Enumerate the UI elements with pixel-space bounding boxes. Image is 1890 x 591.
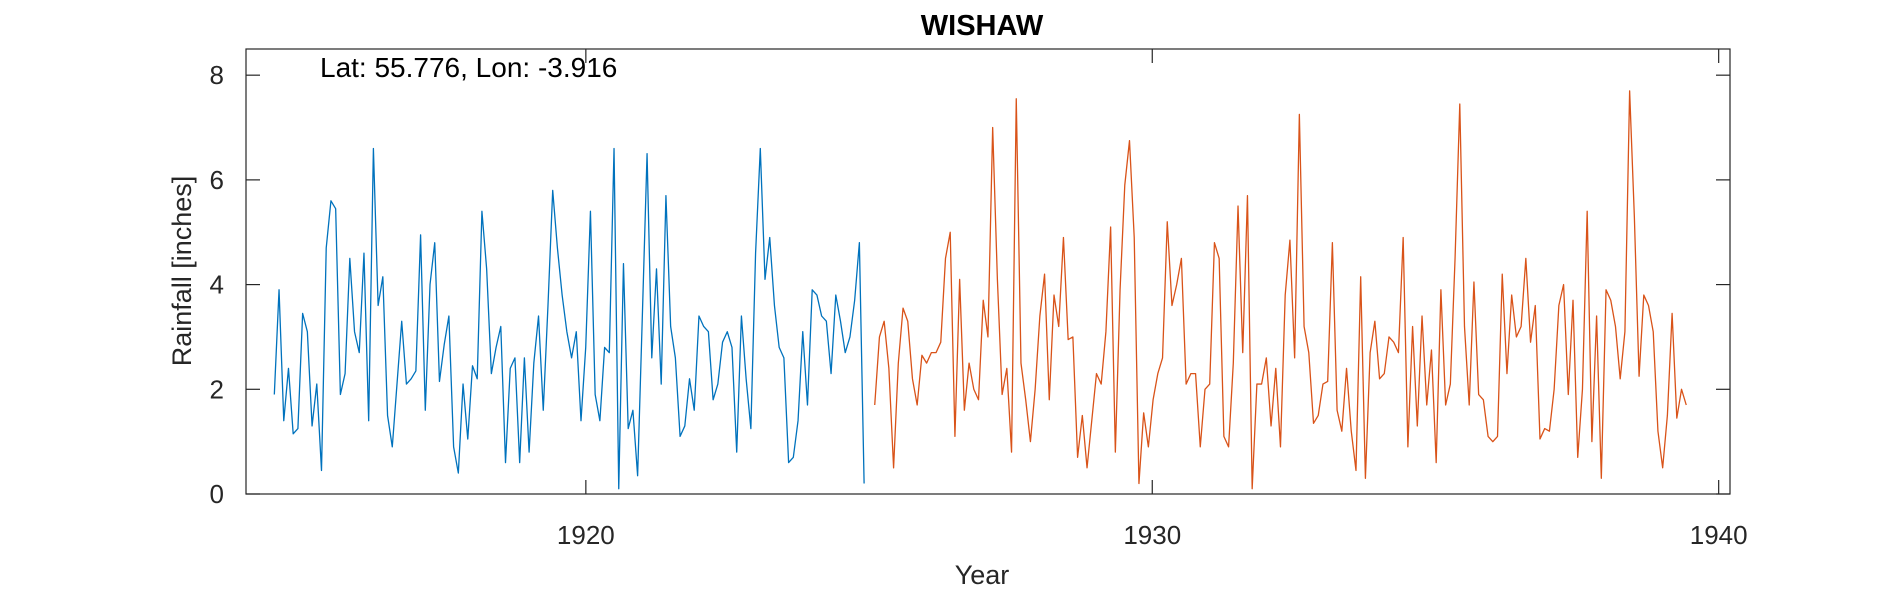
location-annotation: Lat: 55.776, Lon: -3.916 <box>320 52 617 83</box>
y-tick-label: 2 <box>210 374 224 404</box>
plot-area-background <box>246 49 1730 494</box>
y-tick-label: 0 <box>210 479 224 509</box>
series-line-1 <box>273 147 865 490</box>
y-tick-label: 6 <box>210 165 224 195</box>
x-axis-title: Year <box>955 560 1010 590</box>
x-tick-label: 1940 <box>1690 520 1748 550</box>
ticks-layer: 1920 1930 1940 0 2 4 6 8 <box>210 49 1748 550</box>
chart-title: WISHAW <box>921 10 1044 42</box>
series-line-2 <box>874 90 1687 490</box>
y-tick-label: 4 <box>210 270 224 300</box>
y-tick-label: 8 <box>210 60 224 90</box>
y-axis-title: Rainfall [inches] <box>167 176 197 367</box>
x-tick-label: 1920 <box>557 520 615 550</box>
axes-box <box>245 48 1731 495</box>
x-tick-label: 1930 <box>1123 520 1181 550</box>
series-layer <box>273 90 1687 490</box>
